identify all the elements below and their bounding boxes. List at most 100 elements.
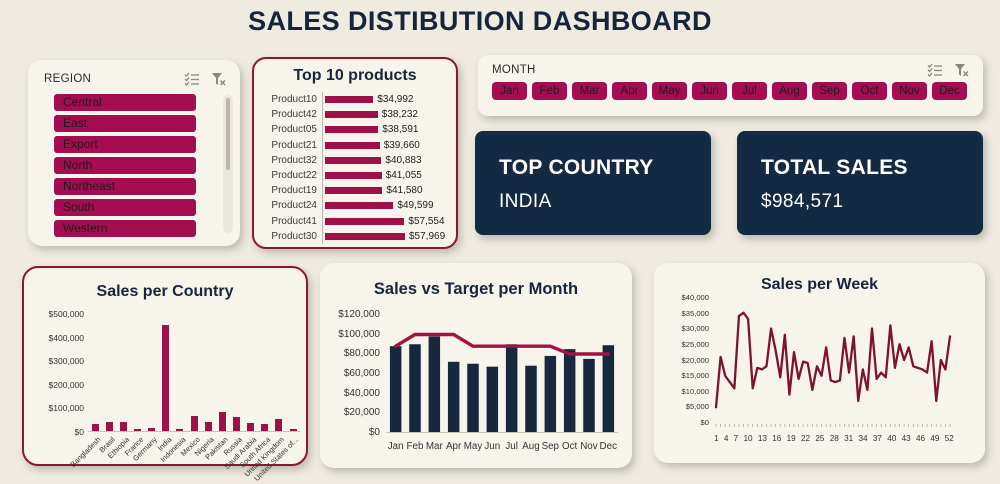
month-button-sep[interactable]: Sep bbox=[812, 82, 847, 100]
product-label: Product22 bbox=[271, 170, 317, 182]
product-label: Product21 bbox=[271, 139, 317, 151]
country-bar bbox=[218, 412, 226, 431]
x-tick-label: 34 bbox=[858, 434, 868, 443]
sales-bar-sep bbox=[544, 355, 557, 432]
product-bar-track: $41,055 bbox=[322, 167, 451, 184]
x-tick-label: 22 bbox=[800, 434, 811, 443]
product-row: Product30 $57,969 bbox=[260, 228, 451, 244]
country-bar-slot bbox=[88, 424, 102, 431]
sales-vs-target-plot: $120,000 $100,000 $80,000 $60,000 $40,000 $20… bbox=[330, 309, 618, 452]
x-tick-label: 25 bbox=[815, 434, 825, 443]
month-button-aug[interactable]: Aug bbox=[772, 82, 807, 100]
country-bar bbox=[261, 424, 269, 431]
country-bar bbox=[289, 428, 297, 431]
country-bar bbox=[204, 421, 212, 431]
country-name: Bangladesh bbox=[68, 435, 103, 469]
region-button-western[interactable]: Western bbox=[54, 220, 196, 237]
x-tick-label: 37 bbox=[872, 434, 882, 443]
x-tick-label: Jan bbox=[387, 441, 404, 452]
country-bar bbox=[190, 415, 198, 431]
product-bar-track: $40,883 bbox=[322, 152, 451, 168]
month-button-feb[interactable]: Feb bbox=[532, 82, 567, 100]
product-value: $38,232 bbox=[381, 109, 418, 121]
sales-per-week-x-axis: 1 4 7 10 13 16 19 22 25 28 31 34 37 40 43 46 49 52 bbox=[714, 434, 954, 443]
country-bar-slot bbox=[159, 324, 173, 431]
x-tick-label: 7 bbox=[733, 434, 739, 443]
country-bar-slot bbox=[145, 428, 159, 431]
month-button-oct[interactable]: Oct bbox=[852, 82, 887, 100]
month-button-apr[interactable]: Apr bbox=[612, 82, 647, 100]
product-value: $38,591 bbox=[382, 124, 419, 136]
product-value: $41,580 bbox=[386, 185, 423, 197]
x-tick-label: 10 bbox=[743, 434, 753, 443]
month-button-mar[interactable]: Mar bbox=[572, 82, 607, 100]
sales-per-week-plot: $40,000 $35,000 $30,000 $25,000 $20,000 $15,0… bbox=[662, 293, 954, 443]
region-button-northeast[interactable]: Northeast bbox=[54, 178, 196, 195]
product-row: Product19 $41,580 bbox=[260, 183, 451, 199]
top-products-title: Top 10 products bbox=[293, 67, 417, 84]
product-value: $49,599 bbox=[397, 200, 434, 212]
country-bar-slot bbox=[173, 429, 187, 431]
country-bar-slot bbox=[187, 415, 201, 431]
product-row: Product21 $39,660 bbox=[260, 137, 451, 153]
y-tick-label: $200,000 bbox=[48, 379, 84, 390]
x-tick-label: 13 bbox=[757, 434, 767, 443]
sales-vs-target-title: Sales vs Target per Month bbox=[373, 280, 579, 298]
product-value: $57,554 bbox=[408, 215, 445, 227]
product-label: Product10 bbox=[271, 94, 317, 106]
x-tick-label: 28 bbox=[829, 434, 839, 443]
sales-per-week-y-axis: $40,000 $35,000 $30,000 $25,000 $20,000 $15,0… bbox=[662, 293, 714, 427]
month-button-jul[interactable]: Jul bbox=[732, 82, 767, 100]
sales-bar-feb bbox=[409, 344, 421, 432]
product-label: Product42 bbox=[271, 109, 317, 121]
country-bar-slot bbox=[201, 421, 215, 431]
month-button-dec[interactable]: Dec bbox=[932, 82, 967, 100]
clear-filter-icon[interactable] bbox=[211, 72, 226, 86]
y-tick-label: $60,000 bbox=[343, 367, 380, 379]
sales-bar-jul bbox=[505, 344, 518, 432]
month-button-nov[interactable]: Nov bbox=[892, 82, 927, 100]
product-label: Product32 bbox=[271, 154, 317, 166]
region-button-east[interactable]: East bbox=[54, 115, 196, 132]
top-country-value: INDIA bbox=[499, 191, 552, 212]
product-bar bbox=[325, 172, 382, 180]
target-line bbox=[393, 332, 611, 356]
product-label: Product05 bbox=[271, 124, 317, 136]
month-slicer-header: MONTH bbox=[478, 55, 983, 82]
region-scrollbar-thumb[interactable] bbox=[226, 98, 230, 170]
x-tick-label: 4 bbox=[723, 434, 729, 443]
region-scrollbar[interactable] bbox=[223, 95, 233, 233]
y-tick-label: $80,000 bbox=[343, 348, 380, 360]
x-tick-label: Feb bbox=[406, 441, 424, 452]
product-bar bbox=[325, 126, 379, 134]
country-bar bbox=[162, 324, 170, 431]
x-tick-label: Jun bbox=[484, 441, 501, 452]
region-button-export[interactable]: Export bbox=[54, 136, 196, 153]
product-label: Product19 bbox=[271, 185, 317, 197]
y-tick-label: $40,000 bbox=[681, 293, 709, 302]
product-bar-track: $41,580 bbox=[322, 183, 451, 199]
region-button-north[interactable]: North bbox=[54, 157, 196, 174]
region-slicer-title: REGION bbox=[44, 73, 92, 85]
y-tick-label: $20,000 bbox=[681, 355, 709, 365]
multi-select-icon[interactable] bbox=[184, 72, 200, 86]
region-button-south[interactable]: South bbox=[54, 199, 196, 216]
month-button-may[interactable]: May bbox=[652, 82, 687, 100]
sales-per-country-title: Sales per Country bbox=[96, 283, 234, 300]
y-tick-label: $100,000 bbox=[338, 328, 380, 340]
y-tick-label: $20,000 bbox=[343, 407, 380, 419]
country-bar-slot bbox=[272, 418, 286, 431]
month-slicer-title: MONTH bbox=[492, 64, 536, 76]
country-bar-slot bbox=[116, 422, 130, 431]
region-button-central[interactable]: Central bbox=[54, 94, 196, 111]
country-bar bbox=[176, 429, 184, 431]
clear-filter-icon[interactable] bbox=[954, 63, 969, 77]
x-tick-label: Jul bbox=[505, 441, 518, 452]
month-button-jun[interactable]: Jun bbox=[692, 82, 727, 100]
y-tick-label: $400,000 bbox=[48, 332, 84, 343]
multi-select-icon[interactable] bbox=[927, 63, 943, 77]
country-bar-slot bbox=[244, 423, 258, 431]
month-button-jan[interactable]: Jan bbox=[492, 82, 527, 100]
sales-bar-jun bbox=[486, 366, 499, 432]
product-row: Product41 $57,554 bbox=[260, 213, 451, 229]
